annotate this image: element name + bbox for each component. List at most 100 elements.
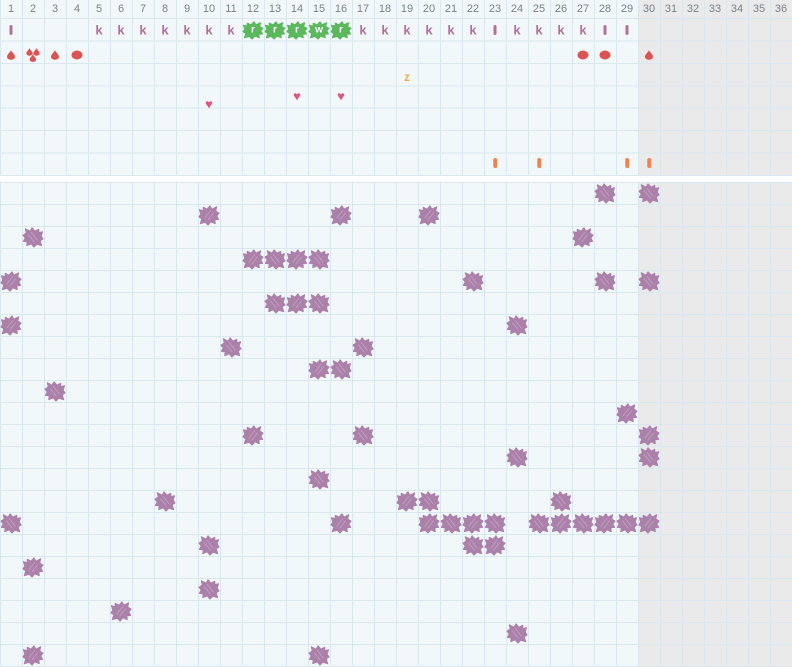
day-number[interactable]: 15: [312, 3, 326, 15]
event-blob[interactable]: [198, 579, 220, 600]
flow-dot-icon[interactable]: [599, 50, 611, 60]
heart-icon[interactable]: ♥: [205, 96, 213, 111]
day-number[interactable]: 8: [161, 3, 169, 15]
mark-letter-k[interactable]: k: [139, 22, 147, 38]
mark-letter-k[interactable]: k: [183, 22, 191, 38]
event-blob[interactable]: [286, 249, 308, 270]
mark-letter-k[interactable]: k: [469, 22, 477, 38]
event-blob[interactable]: [418, 491, 440, 512]
event-blob[interactable]: [352, 425, 374, 446]
event-blob[interactable]: [506, 623, 528, 644]
mark-letter-l[interactable]: [493, 25, 497, 36]
mark-letter-k[interactable]: k: [227, 22, 235, 38]
green-entry-blob[interactable]: r: [242, 21, 264, 40]
event-blob[interactable]: [308, 469, 330, 490]
event-blob[interactable]: [330, 359, 352, 380]
orange-tick-icon[interactable]: [493, 157, 497, 168]
event-blob[interactable]: [308, 645, 330, 666]
event-blob[interactable]: [484, 513, 506, 534]
mark-letter-z[interactable]: z: [404, 70, 410, 85]
mark-letter-l[interactable]: [9, 25, 13, 36]
mark-letter-k[interactable]: k: [117, 22, 125, 38]
mark-letter-k[interactable]: k: [381, 22, 389, 38]
event-blob[interactable]: [44, 381, 66, 402]
green-entry-blob[interactable]: r: [264, 21, 286, 40]
event-blob[interactable]: [242, 425, 264, 446]
day-number[interactable]: 1: [7, 3, 15, 15]
day-number[interactable]: 2: [29, 3, 37, 15]
day-number[interactable]: 10: [202, 3, 216, 15]
day-number[interactable]: 3: [51, 3, 59, 15]
day-number[interactable]: 29: [620, 3, 634, 15]
day-number[interactable]: 32: [686, 3, 700, 15]
day-number[interactable]: 35: [752, 3, 766, 15]
day-number[interactable]: 18: [378, 3, 392, 15]
day-number[interactable]: 27: [576, 3, 590, 15]
day-number[interactable]: 17: [356, 3, 370, 15]
flow-dot-icon[interactable]: [71, 50, 83, 60]
mark-letter-k[interactable]: k: [403, 22, 411, 38]
day-number[interactable]: 12: [246, 3, 260, 15]
mark-letter-k[interactable]: k: [205, 22, 213, 38]
event-blob[interactable]: [220, 337, 242, 358]
event-blob[interactable]: [308, 359, 330, 380]
mark-letter-k[interactable]: k: [579, 22, 587, 38]
mark-letter-k[interactable]: k: [161, 22, 169, 38]
event-blob[interactable]: [616, 403, 638, 424]
orange-tick-icon[interactable]: [625, 157, 629, 168]
event-blob[interactable]: [0, 513, 22, 534]
flow-heavy-droplets-icon[interactable]: [26, 47, 41, 62]
green-entry-blob[interactable]: r: [330, 21, 352, 40]
event-blob[interactable]: [638, 513, 660, 534]
flow-droplet-icon[interactable]: [645, 49, 653, 60]
flow-dot-icon[interactable]: [577, 50, 589, 60]
event-blob[interactable]: [572, 227, 594, 248]
day-number[interactable]: 33: [708, 3, 722, 15]
event-blob[interactable]: [594, 513, 616, 534]
event-blob[interactable]: [22, 645, 44, 666]
flow-droplet-icon[interactable]: [7, 49, 15, 60]
mark-letter-l[interactable]: [625, 25, 629, 36]
event-blob[interactable]: [242, 249, 264, 270]
day-number[interactable]: 22: [466, 3, 480, 15]
mark-letter-k[interactable]: k: [359, 22, 367, 38]
mark-letter-k[interactable]: k: [535, 22, 543, 38]
flow-droplet-icon[interactable]: [51, 49, 59, 60]
event-blob[interactable]: [550, 513, 572, 534]
event-blob[interactable]: [638, 425, 660, 446]
event-blob[interactable]: [418, 513, 440, 534]
event-blob[interactable]: [462, 535, 484, 556]
day-number[interactable]: 20: [422, 3, 436, 15]
green-entry-blob[interactable]: r: [286, 21, 308, 40]
event-blob[interactable]: [264, 249, 286, 270]
event-blob[interactable]: [0, 315, 22, 336]
event-blob[interactable]: [330, 513, 352, 534]
event-blob[interactable]: [198, 205, 220, 226]
event-blob[interactable]: [506, 315, 528, 336]
mark-letter-k[interactable]: k: [557, 22, 565, 38]
orange-tick-icon[interactable]: [647, 157, 651, 168]
day-number[interactable]: 23: [488, 3, 502, 15]
day-number[interactable]: 26: [554, 3, 568, 15]
event-blob[interactable]: [154, 491, 176, 512]
event-blob[interactable]: [308, 293, 330, 314]
event-blob[interactable]: [572, 513, 594, 534]
day-number[interactable]: 9: [183, 3, 191, 15]
event-blob[interactable]: [616, 513, 638, 534]
event-blob[interactable]: [418, 205, 440, 226]
event-blob[interactable]: [506, 447, 528, 468]
event-blob[interactable]: [22, 557, 44, 578]
event-blob[interactable]: [264, 293, 286, 314]
day-number[interactable]: 28: [598, 3, 612, 15]
event-blob[interactable]: [308, 249, 330, 270]
event-blob[interactable]: [638, 447, 660, 468]
day-number[interactable]: 25: [532, 3, 546, 15]
event-blob[interactable]: [396, 491, 418, 512]
day-number[interactable]: 14: [290, 3, 304, 15]
day-number[interactable]: 24: [510, 3, 524, 15]
event-blob[interactable]: [462, 271, 484, 292]
day-number[interactable]: 21: [444, 3, 458, 15]
day-number[interactable]: 19: [400, 3, 414, 15]
event-blob[interactable]: [198, 535, 220, 556]
day-number[interactable]: 4: [73, 3, 81, 15]
